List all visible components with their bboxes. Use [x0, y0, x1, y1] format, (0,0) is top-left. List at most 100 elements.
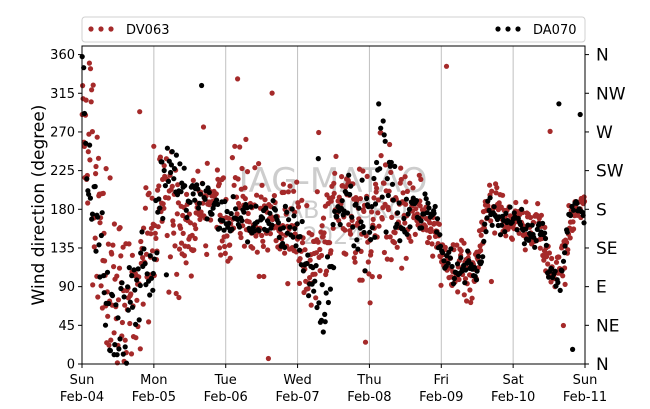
data-point	[405, 211, 411, 217]
data-point	[543, 242, 550, 248]
data-point	[291, 188, 297, 194]
y-tick-label: 45	[58, 319, 75, 334]
data-point	[491, 204, 497, 210]
data-point	[129, 304, 136, 310]
data-point	[89, 87, 95, 93]
data-point	[111, 264, 117, 270]
data-point	[284, 209, 290, 215]
data-point	[323, 268, 330, 274]
data-point	[372, 201, 379, 207]
data-point	[109, 251, 115, 257]
data-point	[122, 302, 128, 308]
x-tick-date: Feb-10	[491, 390, 535, 405]
data-point	[548, 279, 554, 285]
data-point	[115, 315, 121, 321]
data-point	[184, 214, 190, 221]
plot-frame	[81, 45, 586, 365]
data-point	[313, 295, 319, 301]
data-point	[549, 255, 555, 262]
data-point	[304, 203, 310, 209]
data-point	[184, 191, 190, 197]
data-point	[359, 277, 365, 283]
data-point	[381, 249, 387, 256]
data-point	[324, 254, 331, 260]
data-point	[295, 200, 301, 206]
data-point	[296, 247, 303, 253]
data-point	[102, 258, 108, 264]
data-point	[148, 231, 154, 237]
data-point	[234, 211, 240, 217]
data-point	[280, 240, 286, 247]
data-point	[121, 294, 127, 300]
data-point	[235, 176, 241, 182]
y-tick-label: 270	[50, 125, 75, 140]
data-point	[276, 234, 282, 240]
data-point	[236, 224, 243, 230]
data-point	[248, 204, 254, 210]
data-point	[280, 181, 286, 187]
data-point	[442, 244, 448, 250]
compass-axis: N NE E SE S SW W NW N	[585, 46, 626, 375]
data-point	[461, 292, 467, 298]
data-point	[439, 250, 446, 256]
data-point	[348, 183, 354, 189]
data-point	[525, 222, 531, 228]
data-point	[369, 204, 375, 210]
data-point	[117, 225, 123, 231]
data-point	[376, 274, 383, 280]
data-point	[312, 278, 318, 284]
data-point	[216, 181, 222, 187]
data-point	[546, 250, 553, 256]
data-point	[127, 299, 133, 305]
data-point	[518, 222, 524, 228]
data-point	[87, 157, 93, 163]
data-point	[391, 240, 398, 246]
data-point	[478, 259, 484, 265]
data-point	[396, 200, 402, 206]
data-point	[371, 175, 377, 182]
data-point	[168, 162, 174, 168]
data-point	[114, 360, 120, 366]
data-point	[441, 258, 447, 264]
data-point	[226, 220, 232, 226]
data-point	[128, 351, 135, 357]
data-point	[200, 124, 207, 130]
data-point	[466, 258, 472, 264]
data-point	[331, 265, 337, 271]
data-point	[562, 250, 568, 256]
data-point	[404, 231, 410, 237]
data-point	[499, 213, 506, 219]
data-point	[106, 342, 112, 348]
data-point	[448, 246, 454, 252]
data-point	[160, 201, 166, 207]
x-tick-weekday: Sun	[573, 373, 598, 388]
data-point	[368, 249, 374, 255]
data-point	[437, 243, 444, 249]
data-point	[328, 198, 334, 204]
data-point	[180, 212, 186, 219]
data-point	[253, 233, 259, 239]
data-point	[379, 194, 385, 200]
data-point	[174, 271, 180, 277]
data-point	[177, 161, 183, 167]
data-point	[343, 251, 349, 257]
data-point	[242, 185, 248, 191]
data-point	[305, 252, 311, 258]
data-point	[398, 176, 404, 183]
data-point	[150, 270, 156, 277]
data-point	[419, 225, 425, 231]
data-points	[79, 54, 588, 366]
data-point	[146, 190, 152, 196]
data-point	[125, 284, 131, 290]
data-point	[371, 195, 377, 201]
data-point	[112, 342, 118, 348]
data-point	[253, 203, 259, 209]
data-point	[229, 155, 235, 161]
data-point	[229, 226, 235, 232]
data-point	[462, 276, 469, 282]
data-point	[374, 159, 380, 166]
data-point	[230, 194, 236, 200]
data-point	[392, 230, 398, 236]
data-point	[299, 218, 305, 225]
data-point	[488, 278, 494, 285]
